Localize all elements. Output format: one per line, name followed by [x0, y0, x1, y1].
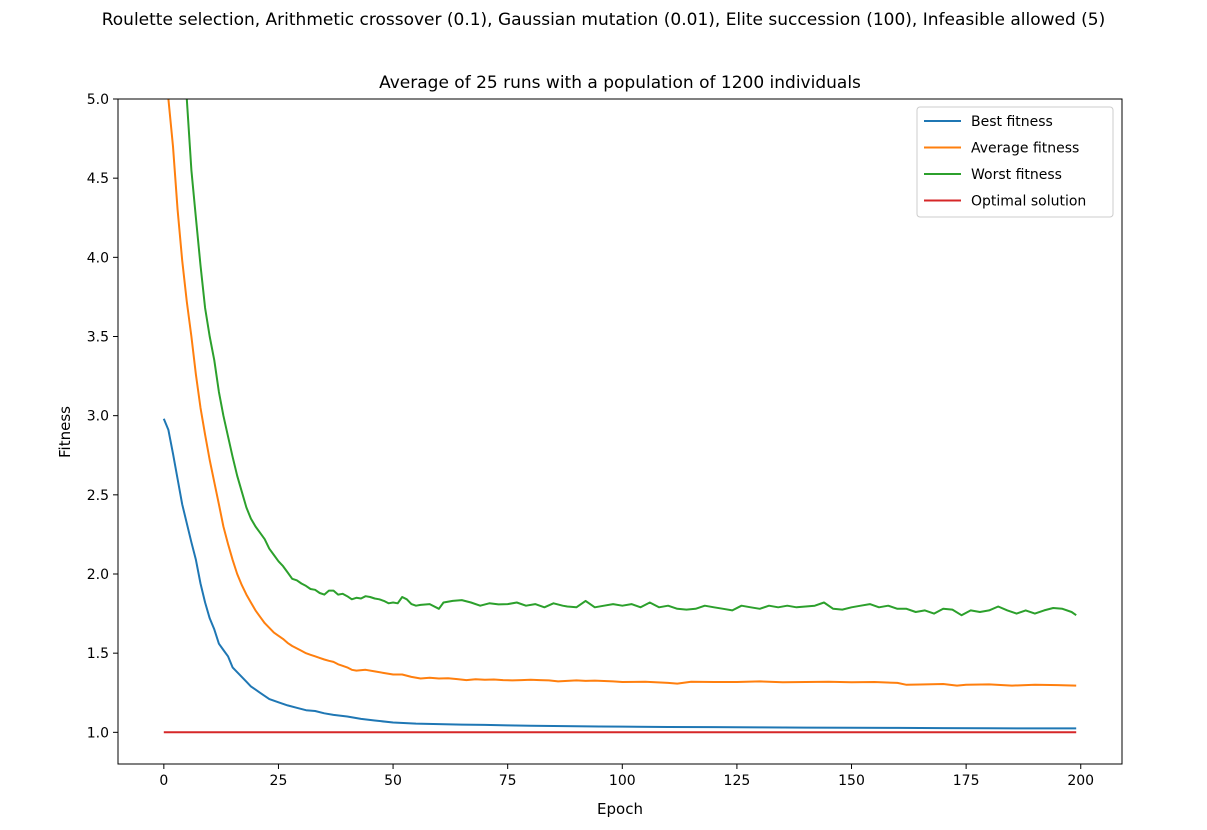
x-tick-label: 150 [838, 773, 865, 789]
y-tick-label: 3.5 [87, 330, 109, 346]
x-tick-label: 75 [499, 773, 517, 789]
legend-box [916, 106, 1114, 218]
axes-frame [117, 98, 1123, 765]
series-line-best-fitness [162, 418, 1077, 730]
x-tick-label: 25 [270, 773, 288, 789]
x-tick-label: 200 [1067, 773, 1094, 789]
series-line-worst-fitness [185, 99, 1077, 617]
x-tick-label: 125 [724, 773, 751, 789]
series-line-average-fitness [167, 99, 1077, 687]
y-tick-label: 4.0 [87, 250, 109, 266]
legend: Best fitness Average fitness Worst fitness… [916, 106, 1114, 218]
legend-label: Best fitness [971, 114, 1053, 130]
x-tick-label: 0 [159, 773, 168, 789]
x-tick-label: 50 [384, 773, 402, 789]
chart-title: Average of 25 runs with a population of … [379, 73, 861, 93]
x-axis-label: Epoch [597, 800, 643, 818]
y-tick-label: 3.0 [87, 409, 109, 425]
x-tick-label: 100 [609, 773, 636, 789]
plot-area [162, 99, 1077, 734]
y-tick-label: 1.0 [87, 725, 109, 741]
y-tick-label: 2.5 [87, 488, 109, 504]
legend-label: Optimal solution [971, 194, 1086, 210]
y-tick-label: 1.5 [87, 646, 109, 662]
y-axis-label: Fitness [56, 406, 74, 458]
y-tick-label: 4.5 [87, 171, 109, 187]
axis-ticks: 0 25 50 75 100 125 150 175 200 1.0 1.5 2.0 2.5 3.0 3.5… [87, 92, 1094, 789]
legend-label: Average fitness [971, 141, 1079, 157]
x-tick-label: 175 [953, 773, 980, 789]
legend-label: Worst fitness [971, 167, 1062, 183]
y-tick-label: 5.0 [87, 92, 109, 108]
figure-suptitle: Roulette selection, Arithmetic crossover… [101, 10, 1106, 30]
y-tick-label: 2.0 [87, 567, 109, 583]
